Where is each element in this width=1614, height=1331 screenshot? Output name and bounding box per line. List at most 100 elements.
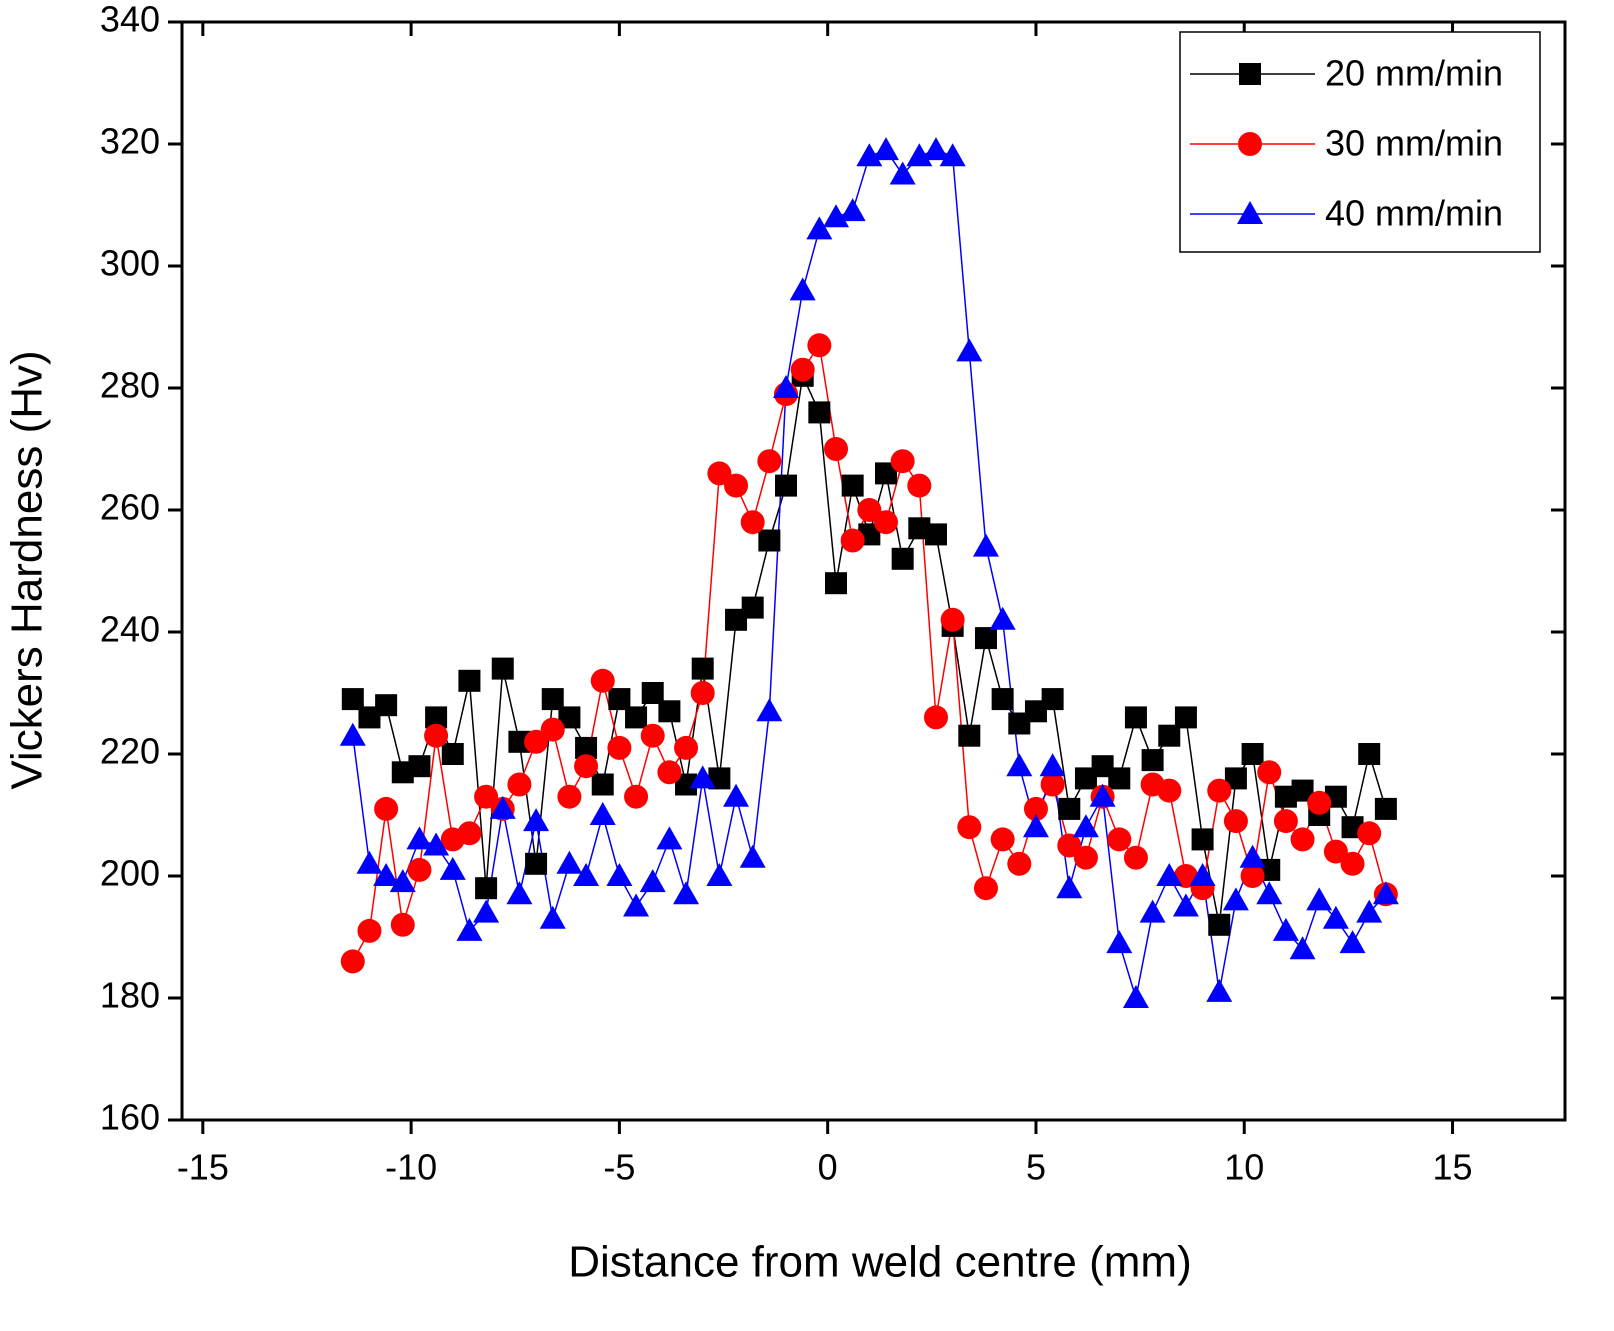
marker — [1089, 783, 1116, 807]
marker — [1107, 827, 1132, 852]
marker — [1174, 706, 1197, 729]
marker — [889, 161, 916, 185]
marker — [1322, 905, 1349, 929]
marker — [1158, 724, 1181, 747]
marker — [874, 462, 897, 485]
marker — [489, 795, 516, 819]
marker — [506, 881, 533, 905]
marker — [424, 723, 449, 748]
marker — [1058, 797, 1081, 820]
y-tick-label: 300 — [100, 243, 160, 284]
marker — [841, 474, 864, 497]
marker — [958, 724, 981, 747]
marker — [957, 815, 982, 840]
marker — [1139, 899, 1166, 923]
x-tick-label: 5 — [1026, 1147, 1046, 1188]
marker — [1290, 827, 1315, 852]
marker — [757, 449, 782, 474]
marker — [891, 547, 914, 570]
x-tick-label: 0 — [818, 1147, 838, 1188]
marker — [375, 694, 398, 717]
marker — [1073, 845, 1098, 870]
marker — [1123, 845, 1148, 870]
marker — [1307, 790, 1332, 815]
marker — [573, 863, 600, 886]
legend-label: 40 mm/min — [1325, 193, 1503, 234]
marker — [606, 863, 633, 886]
marker — [339, 722, 366, 746]
marker — [391, 761, 414, 784]
legend-marker — [1239, 63, 1261, 85]
marker — [773, 375, 800, 398]
marker — [441, 743, 464, 765]
marker — [639, 869, 666, 893]
series-line — [352, 343, 1387, 962]
marker — [1156, 863, 1183, 886]
marker — [623, 893, 650, 917]
marker — [557, 784, 582, 809]
marker — [1357, 821, 1382, 846]
marker — [907, 473, 932, 498]
marker — [590, 668, 615, 693]
marker — [1241, 743, 1264, 765]
legend-marker — [1238, 132, 1262, 156]
marker — [1122, 985, 1149, 1008]
marker — [425, 706, 448, 729]
marker — [956, 338, 983, 362]
marker — [789, 277, 816, 301]
marker — [1124, 706, 1147, 729]
marker — [524, 729, 549, 754]
marker — [1074, 767, 1097, 790]
marker — [340, 949, 365, 974]
marker — [724, 473, 749, 498]
marker — [1023, 796, 1048, 821]
marker — [589, 802, 616, 825]
marker — [390, 912, 415, 937]
marker — [491, 657, 514, 680]
marker — [825, 572, 848, 595]
marker — [972, 533, 999, 557]
x-tick-label: -10 — [385, 1147, 437, 1188]
marker — [939, 143, 966, 167]
plot-frame — [180, 20, 1567, 1122]
marker — [1006, 753, 1033, 777]
marker — [439, 856, 466, 880]
marker — [658, 700, 681, 723]
marker — [775, 474, 798, 497]
marker — [1222, 887, 1249, 911]
marker — [540, 717, 565, 742]
marker — [657, 760, 682, 785]
marker — [1057, 833, 1082, 858]
y-tick-label: 260 — [100, 487, 160, 528]
y-tick-label: 160 — [100, 1097, 160, 1138]
marker — [407, 857, 432, 882]
marker — [457, 821, 482, 846]
marker — [1274, 785, 1297, 808]
marker — [707, 461, 732, 486]
marker — [1340, 851, 1365, 876]
marker — [541, 688, 564, 711]
marker — [1141, 749, 1164, 772]
y-tick-label: 340 — [100, 0, 160, 40]
marker — [856, 143, 883, 167]
marker — [358, 706, 381, 729]
marker — [1323, 839, 1348, 864]
marker — [406, 826, 433, 850]
marker — [357, 918, 382, 943]
marker — [675, 773, 698, 796]
marker — [341, 688, 364, 711]
marker — [1291, 779, 1314, 802]
marker — [1206, 978, 1233, 1002]
marker — [1191, 828, 1214, 851]
x-tick-label: 10 — [1224, 1147, 1264, 1188]
marker — [1024, 700, 1047, 723]
marker — [922, 137, 949, 161]
marker — [706, 863, 733, 886]
marker — [1224, 767, 1247, 790]
marker — [1072, 814, 1099, 838]
legend-label: 20 mm/min — [1325, 53, 1503, 94]
marker — [1223, 809, 1248, 834]
marker — [790, 357, 815, 382]
marker — [1239, 844, 1266, 868]
x-tick-label: 15 — [1433, 1147, 1473, 1188]
